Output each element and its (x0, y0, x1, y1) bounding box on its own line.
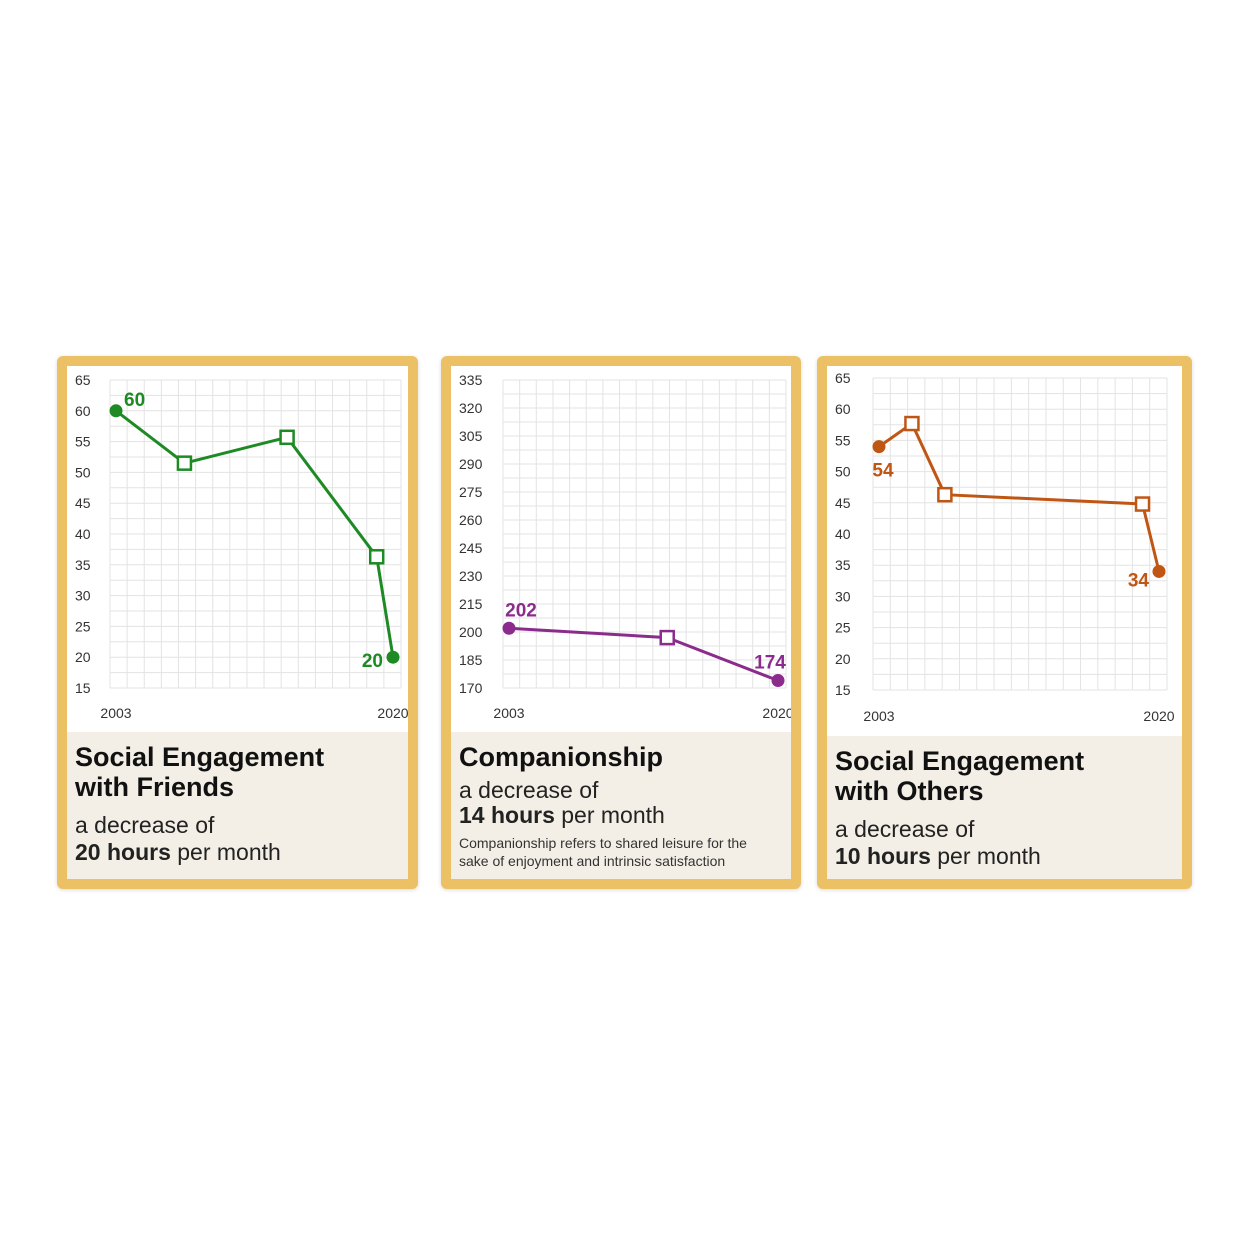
y-tick-label: 20 (75, 649, 91, 665)
line-chart-companionship: 170 185 200 215 230 245 260 275 290 305 320 335 2003… (459, 372, 791, 721)
y-tick-label: 30 (75, 588, 91, 604)
y-tick-label: 50 (75, 464, 91, 480)
card-subtitle: a decrease of 10 hours per month (835, 816, 1041, 869)
data-label: 60 (124, 390, 145, 411)
data-point (771, 674, 785, 688)
data-point (1152, 564, 1166, 578)
data-label: 34 (1128, 570, 1150, 591)
y-tick-label: 65 (75, 372, 91, 388)
data-point (386, 650, 400, 664)
data-label: 54 (872, 461, 894, 482)
line-chart-others: 15 20 25 30 35 40 45 50 55 60 65 2003 2020 54 34 (835, 370, 1175, 724)
y-tick-label: 40 (835, 526, 851, 542)
y-tick-label: 20 (835, 651, 851, 667)
y-tick-label: 15 (75, 680, 91, 696)
y-tick-label: 15 (835, 682, 851, 698)
data-point (872, 440, 886, 454)
caption-others: Social Engagement with Others a decrease… (827, 736, 1182, 879)
y-tick-label: 215 (459, 596, 483, 612)
y-tick-label: 200 (459, 624, 483, 640)
data-point (1134, 496, 1151, 512)
y-tick-label: 45 (75, 495, 91, 511)
y-tick-label: 55 (75, 434, 91, 450)
x-tick-label: 2020 (1143, 708, 1174, 724)
card-title: Social Engagement with Friends (75, 742, 325, 802)
definition-note: Companionship refers to shared leisure f… (459, 835, 747, 869)
data-label: 202 (505, 600, 537, 621)
card-subtitle: a decrease of 14 hours per month (459, 777, 665, 828)
y-tick-label: 170 (459, 680, 483, 696)
chart-card-friends: 15 20 25 30 35 40 45 50 55 60 65 2003 2020 60 20 Socia… (57, 356, 418, 889)
y-tick-label: 25 (835, 620, 851, 636)
y-tick-label: 60 (75, 403, 91, 419)
chart-plot-friends: 15 20 25 30 35 40 45 50 55 60 65 2003 2020 60 20 (67, 366, 408, 731)
chart-card-others: 15 20 25 30 35 40 45 50 55 60 65 2003 2020 54 34 Socia… (817, 356, 1192, 889)
data-point (368, 549, 385, 565)
chart-card-companionship: 170 185 200 215 230 245 260 275 290 305 320 335 2003… (441, 356, 801, 889)
chart-plot-companionship: 170 185 200 215 230 245 260 275 290 305 320 335 2003… (451, 366, 791, 731)
grid-lines (109, 379, 402, 689)
data-point (176, 455, 193, 471)
y-tick-label: 185 (459, 652, 483, 668)
grid-lines (872, 377, 1168, 691)
data-label: 174 (754, 653, 786, 674)
x-tick-label: 2003 (493, 705, 524, 721)
y-tick-label: 320 (459, 400, 483, 416)
y-tick-label: 30 (835, 588, 851, 604)
card-title: Companionship (459, 742, 663, 772)
data-point (279, 429, 295, 446)
y-tick-label: 65 (835, 370, 851, 386)
decrease-hours: 14 hours (459, 802, 555, 828)
data-point (937, 486, 953, 503)
card-subtitle: a decrease of 20 hours per month (75, 812, 281, 865)
line-chart-friends: 15 20 25 30 35 40 45 50 55 60 65 2003 2020 60 20 (75, 372, 408, 721)
data-point (502, 621, 516, 635)
x-tick-label: 2020 (377, 705, 408, 721)
y-tick-label: 60 (835, 401, 851, 417)
grid-lines (502, 379, 787, 689)
y-tick-label: 55 (835, 432, 851, 448)
caption-companionship: Companionship a decrease of 14 hours per… (451, 732, 791, 879)
x-tick-label: 2003 (863, 708, 894, 724)
series-line (508, 626, 779, 682)
decrease-unit: per month (170, 839, 281, 865)
decrease-hours: 10 hours (835, 843, 931, 869)
y-tick-label: 45 (835, 495, 851, 511)
decrease-unit: per month (930, 843, 1041, 869)
caption-friends: Social Engagement with Friends a decreas… (67, 732, 408, 879)
data-point (659, 629, 675, 646)
chart-plot-others: 15 20 25 30 35 40 45 50 55 60 65 2003 2020 54 34 (827, 366, 1182, 734)
data-label: 20 (362, 651, 383, 672)
y-tick-label: 35 (75, 557, 91, 573)
y-tick-label: 230 (459, 568, 483, 584)
decrease-hours: 20 hours (75, 839, 171, 865)
y-tick-label: 35 (835, 557, 851, 573)
x-tick-label: 2003 (100, 705, 131, 721)
decrease-unit: per month (554, 802, 665, 828)
y-tick-label: 40 (75, 526, 91, 542)
data-point (109, 404, 123, 418)
x-tick-label: 2020 (762, 705, 791, 721)
data-point (904, 415, 920, 432)
y-tick-label: 50 (835, 464, 851, 480)
y-tick-label: 245 (459, 540, 483, 556)
y-tick-label: 305 (459, 428, 483, 444)
y-tick-label: 260 (459, 512, 483, 528)
y-tick-label: 290 (459, 456, 483, 472)
card-title: Social Engagement with Others (835, 746, 1085, 806)
y-tick-label: 275 (459, 484, 483, 500)
y-tick-label: 335 (459, 372, 483, 388)
y-tick-label: 25 (75, 618, 91, 634)
